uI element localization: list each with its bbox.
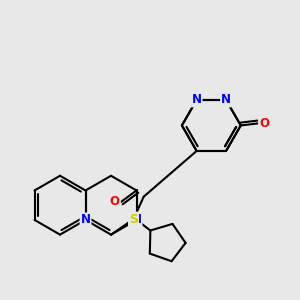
Text: S: S	[129, 213, 138, 226]
Text: N: N	[131, 213, 142, 226]
Text: O: O	[110, 195, 120, 208]
Text: N: N	[221, 94, 231, 106]
Text: N: N	[192, 94, 202, 106]
Text: O: O	[259, 117, 269, 130]
Text: N: N	[80, 213, 91, 226]
